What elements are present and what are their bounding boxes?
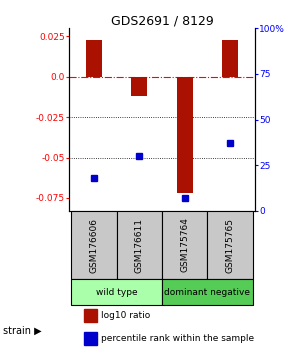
Text: GSM176611: GSM176611 xyxy=(135,218,144,273)
Text: GSM175764: GSM175764 xyxy=(180,218,189,273)
Bar xyxy=(71,211,117,279)
Text: GSM176606: GSM176606 xyxy=(89,218,98,273)
Bar xyxy=(207,211,253,279)
Text: wild type: wild type xyxy=(96,287,137,297)
Bar xyxy=(117,211,162,279)
Bar xyxy=(222,40,238,77)
Text: log10 ratio: log10 ratio xyxy=(100,311,150,320)
Bar xyxy=(84,309,97,322)
Text: percentile rank within the sample: percentile rank within the sample xyxy=(100,334,254,343)
Title: GDS2691 / 8129: GDS2691 / 8129 xyxy=(111,14,213,27)
Bar xyxy=(162,211,207,279)
Bar xyxy=(177,77,193,193)
Text: dominant negative: dominant negative xyxy=(164,287,250,297)
Bar xyxy=(162,279,253,305)
Text: strain ▶: strain ▶ xyxy=(3,326,42,336)
Bar xyxy=(71,279,162,305)
Bar xyxy=(131,77,147,96)
Bar xyxy=(84,332,97,345)
Text: GSM175765: GSM175765 xyxy=(226,218,235,273)
Bar xyxy=(86,40,102,77)
